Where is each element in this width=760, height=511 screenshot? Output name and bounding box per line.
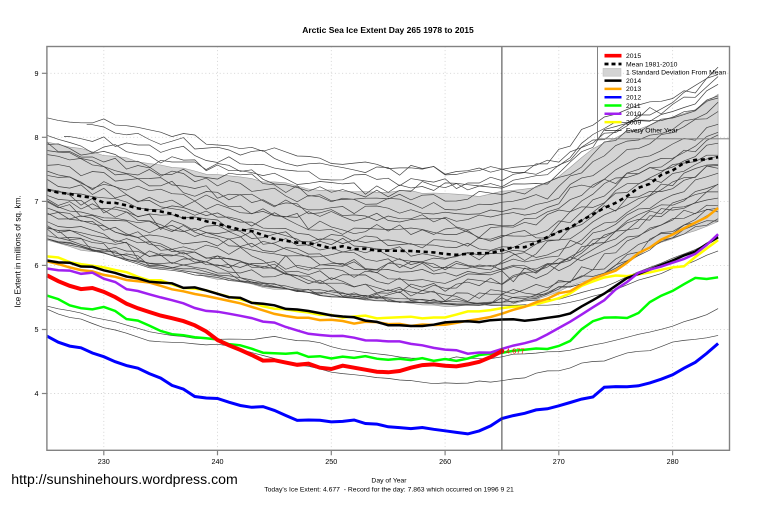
svg-text:270: 270 [553,457,565,466]
svg-text:7: 7 [35,197,39,206]
svg-text:Day of Year: Day of Year [371,477,407,484]
svg-text:Every Other Year: Every Other Year [626,128,678,135]
svg-text:4.677: 4.677 [506,347,525,356]
svg-text:Arctic Sea Ice Extent Day 265: Arctic Sea Ice Extent Day 265 1978 to 20… [302,25,474,35]
svg-text:6: 6 [35,261,39,270]
svg-text:260: 260 [439,457,451,466]
svg-text:2011: 2011 [626,103,641,110]
svg-text:2014: 2014 [626,78,641,85]
svg-text:9: 9 [35,69,39,78]
svg-text:230: 230 [98,457,110,466]
svg-text:1 Standard Deviation From Mean: 1 Standard Deviation From Mean [626,70,726,77]
svg-text:280: 280 [667,457,679,466]
svg-text:Today's Ice Extent: 4.677 - R: Today's Ice Extent: 4.677 - Record for t… [264,486,514,493]
svg-text:5: 5 [35,325,39,334]
svg-text:240: 240 [212,457,224,466]
svg-text:4: 4 [35,389,39,398]
svg-text:Ice Extent in millions of sq.: Ice Extent in millions of sq. km. [14,195,23,307]
svg-text:2015: 2015 [626,53,641,60]
svg-text:8: 8 [35,133,39,142]
svg-text:2009: 2009 [626,119,641,126]
svg-text:2013: 2013 [626,86,641,93]
svg-text:Mean 1981-2010: Mean 1981-2010 [626,61,678,68]
svg-text:2010: 2010 [626,111,641,118]
svg-text:2012: 2012 [626,95,641,102]
svg-text:250: 250 [325,457,337,466]
svg-text:http://sunshinehours.wordpress: http://sunshinehours.wordpress.com [11,471,237,487]
